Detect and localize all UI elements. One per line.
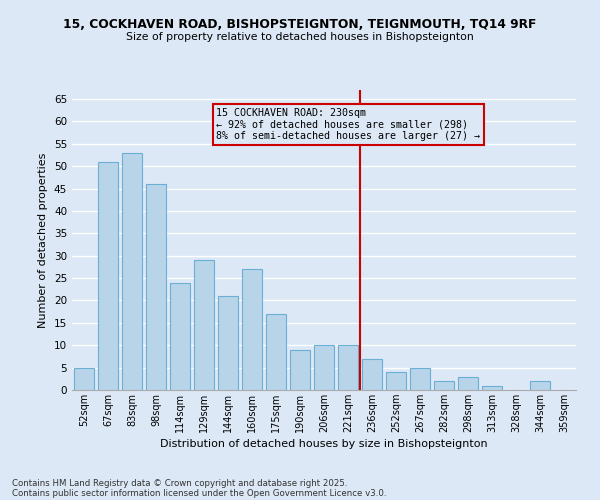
Bar [218, 296, 238, 390]
Text: Contains public sector information licensed under the Open Government Licence v3: Contains public sector information licen… [12, 488, 386, 498]
X-axis label: Distribution of detached houses by size in Bishopsteignton: Distribution of detached houses by size … [160, 439, 488, 449]
Bar [362, 358, 382, 390]
Text: 15 COCKHAVEN ROAD: 230sqm
← 92% of detached houses are smaller (298)
8% of semi-: 15 COCKHAVEN ROAD: 230sqm ← 92% of detac… [216, 108, 480, 141]
Bar [194, 260, 214, 390]
Text: Contains HM Land Registry data © Crown copyright and database right 2025.: Contains HM Land Registry data © Crown c… [12, 478, 347, 488]
Y-axis label: Number of detached properties: Number of detached properties [38, 152, 49, 328]
Bar [386, 372, 406, 390]
Bar [410, 368, 430, 390]
Bar [530, 381, 550, 390]
Text: 15, COCKHAVEN ROAD, BISHOPSTEIGNTON, TEIGNMOUTH, TQ14 9RF: 15, COCKHAVEN ROAD, BISHOPSTEIGNTON, TEI… [64, 18, 536, 30]
Bar [338, 345, 358, 390]
Bar [458, 376, 478, 390]
Bar [266, 314, 286, 390]
Bar [482, 386, 502, 390]
Bar [74, 368, 94, 390]
Text: Size of property relative to detached houses in Bishopsteignton: Size of property relative to detached ho… [126, 32, 474, 42]
Bar [242, 269, 262, 390]
Bar [122, 152, 142, 390]
Bar [290, 350, 310, 390]
Bar [98, 162, 118, 390]
Bar [170, 282, 190, 390]
Bar [434, 381, 454, 390]
Bar [146, 184, 166, 390]
Bar [314, 345, 334, 390]
